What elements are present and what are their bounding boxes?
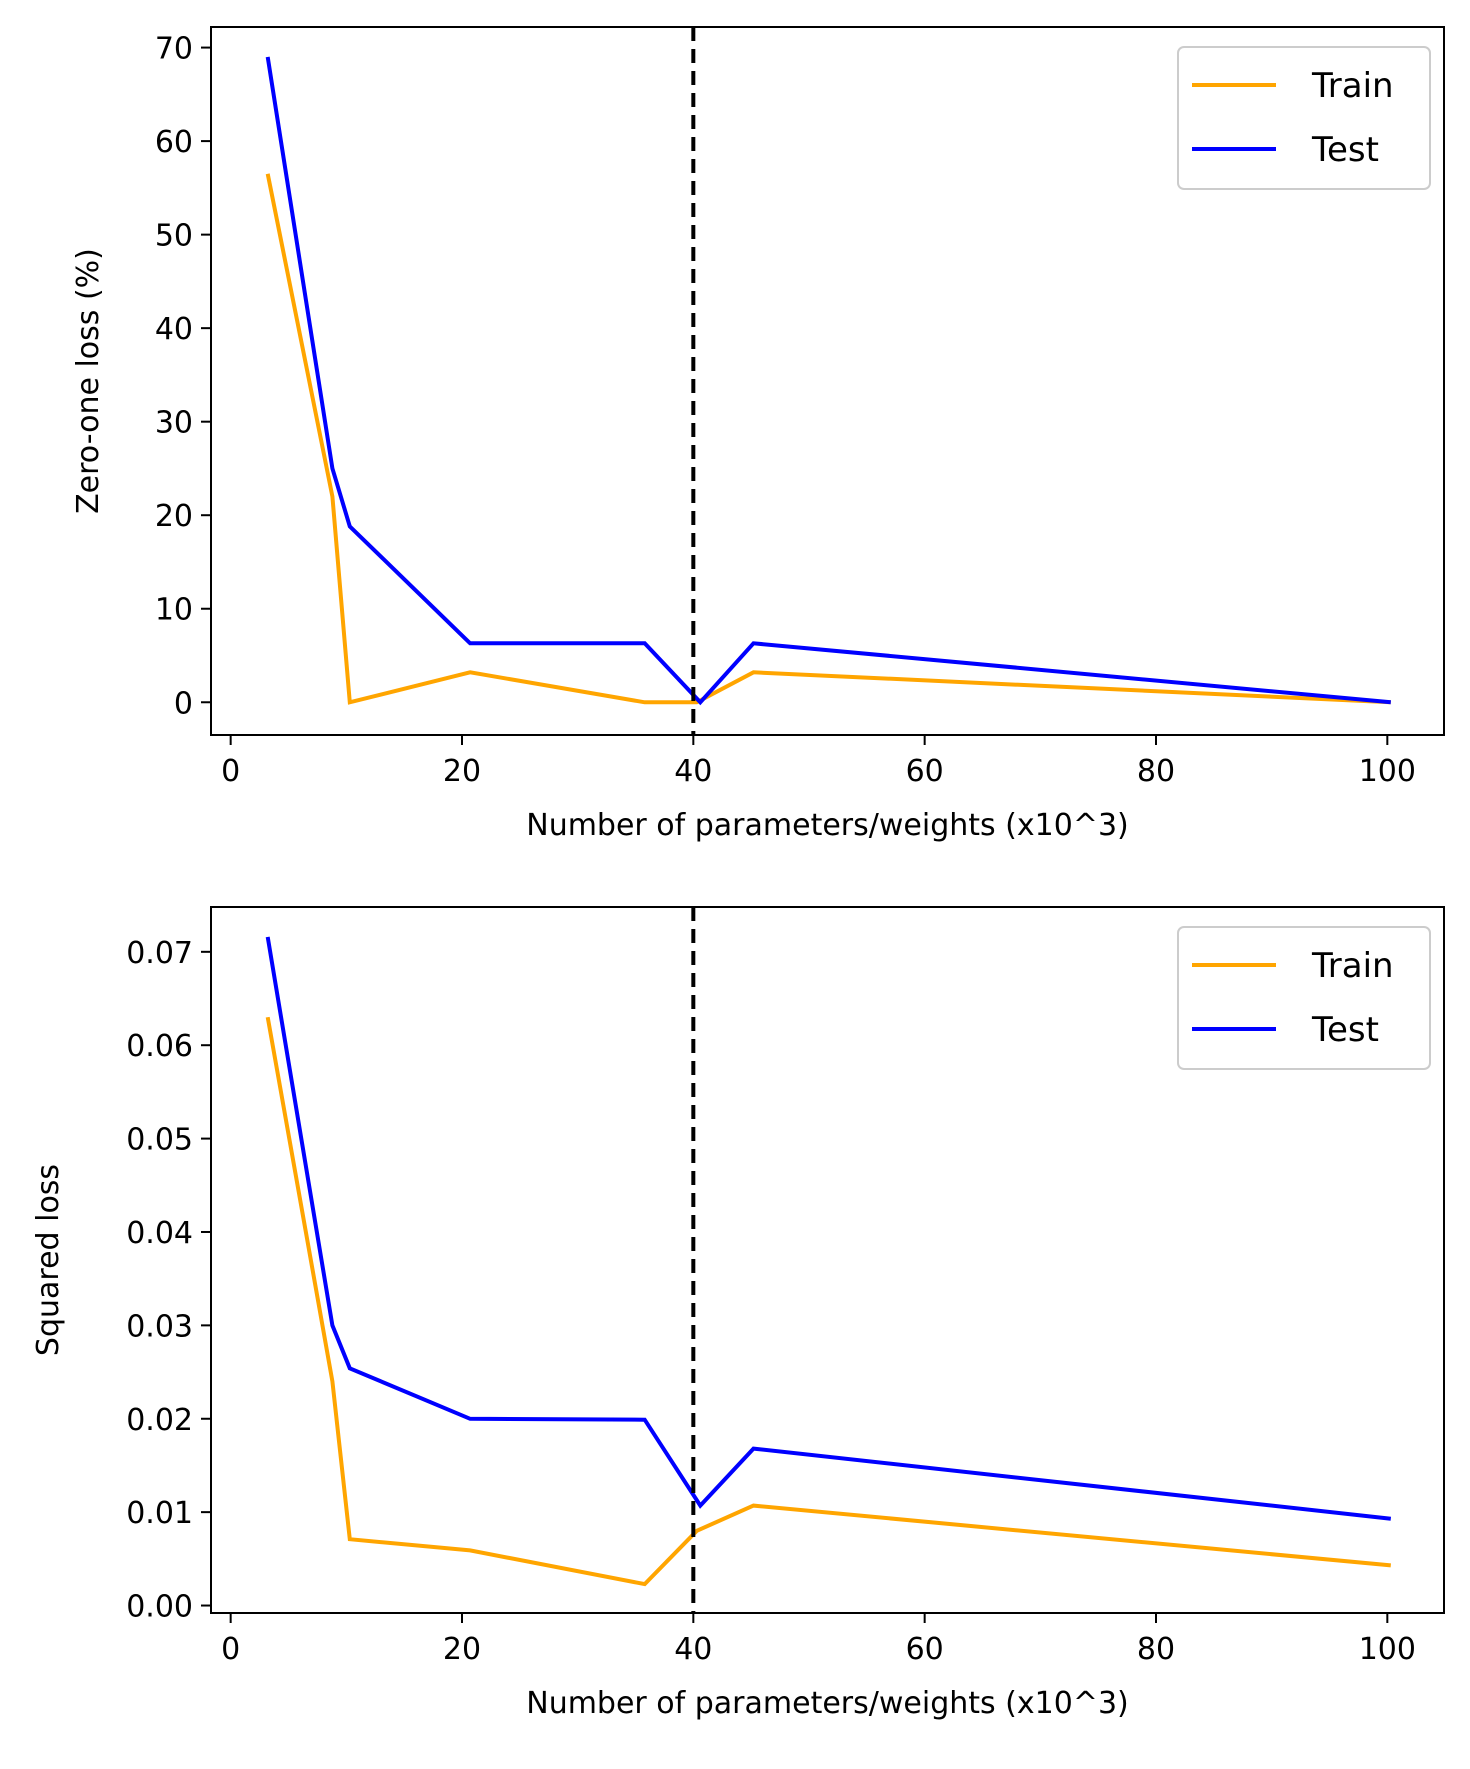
axes-frame xyxy=(210,906,1445,1614)
y-tick-label: 0.04 xyxy=(126,1216,193,1251)
y-tick-label: 60 xyxy=(155,125,193,160)
y-tick-label: 0.07 xyxy=(126,936,193,971)
y-tick-label: 0.00 xyxy=(126,1590,193,1625)
x-tick-label: 40 xyxy=(674,754,712,789)
x-tick-label: 60 xyxy=(906,754,944,789)
x-tick-label: 20 xyxy=(443,754,481,789)
y-tick-label: 30 xyxy=(155,406,193,441)
legend-label-test: Test xyxy=(1311,130,1379,170)
legend-label-train: Train xyxy=(1311,946,1394,986)
y-tick-label: 10 xyxy=(155,593,193,628)
x-axis-label: Number of parameters/weights (x10^3) xyxy=(526,1686,1129,1721)
series-line-train xyxy=(265,1016,1391,1587)
y-tick-label: 0 xyxy=(174,686,193,721)
x-tick-label: 80 xyxy=(1137,1632,1175,1667)
y-tick-label: 70 xyxy=(155,32,193,67)
y-tick-label: 20 xyxy=(155,499,193,534)
x-tick-label: 100 xyxy=(1359,754,1416,789)
zero-one-loss-chart: 0 20 40 60 80 100 0 10 20 30 40 50 60 70 Number of par… xyxy=(71,26,1445,843)
y-tick-label: 40 xyxy=(155,312,193,347)
y-axis-label: Squared loss xyxy=(31,1164,66,1356)
series-line-train xyxy=(265,173,1391,705)
legend xyxy=(1177,46,1431,190)
x-tick-label: 0 xyxy=(221,1632,240,1667)
x-axis-label: Number of parameters/weights (x10^3) xyxy=(526,808,1129,843)
y-axis-label: Zero-one loss (%) xyxy=(71,248,106,514)
legend xyxy=(1177,926,1431,1070)
y-tick-label: 0.02 xyxy=(126,1403,193,1438)
legend-label-train: Train xyxy=(1311,66,1394,106)
y-tick-label: 0.06 xyxy=(126,1029,193,1064)
y-tick-label: 50 xyxy=(155,219,193,254)
y-tick-label: 0.03 xyxy=(126,1309,193,1344)
axes-frame xyxy=(210,26,1445,736)
series-line-test xyxy=(265,56,1391,706)
y-tick-label: 0.05 xyxy=(126,1123,193,1158)
legend-label-test: Test xyxy=(1311,1010,1379,1050)
y-tick-label: 0.01 xyxy=(126,1496,193,1531)
squared-loss-chart: 0 20 40 60 80 100 0.00 0.01 0.02 0.03 0.04 0.05 0.06… xyxy=(31,906,1445,1721)
x-tick-label: 0 xyxy=(221,754,240,789)
x-tick-label: 60 xyxy=(906,1632,944,1667)
x-tick-label: 40 xyxy=(674,1632,712,1667)
x-tick-label: 80 xyxy=(1137,754,1175,789)
x-tick-label: 20 xyxy=(443,1632,481,1667)
x-tick-label: 100 xyxy=(1359,1632,1416,1667)
series-line-test xyxy=(265,936,1392,1521)
